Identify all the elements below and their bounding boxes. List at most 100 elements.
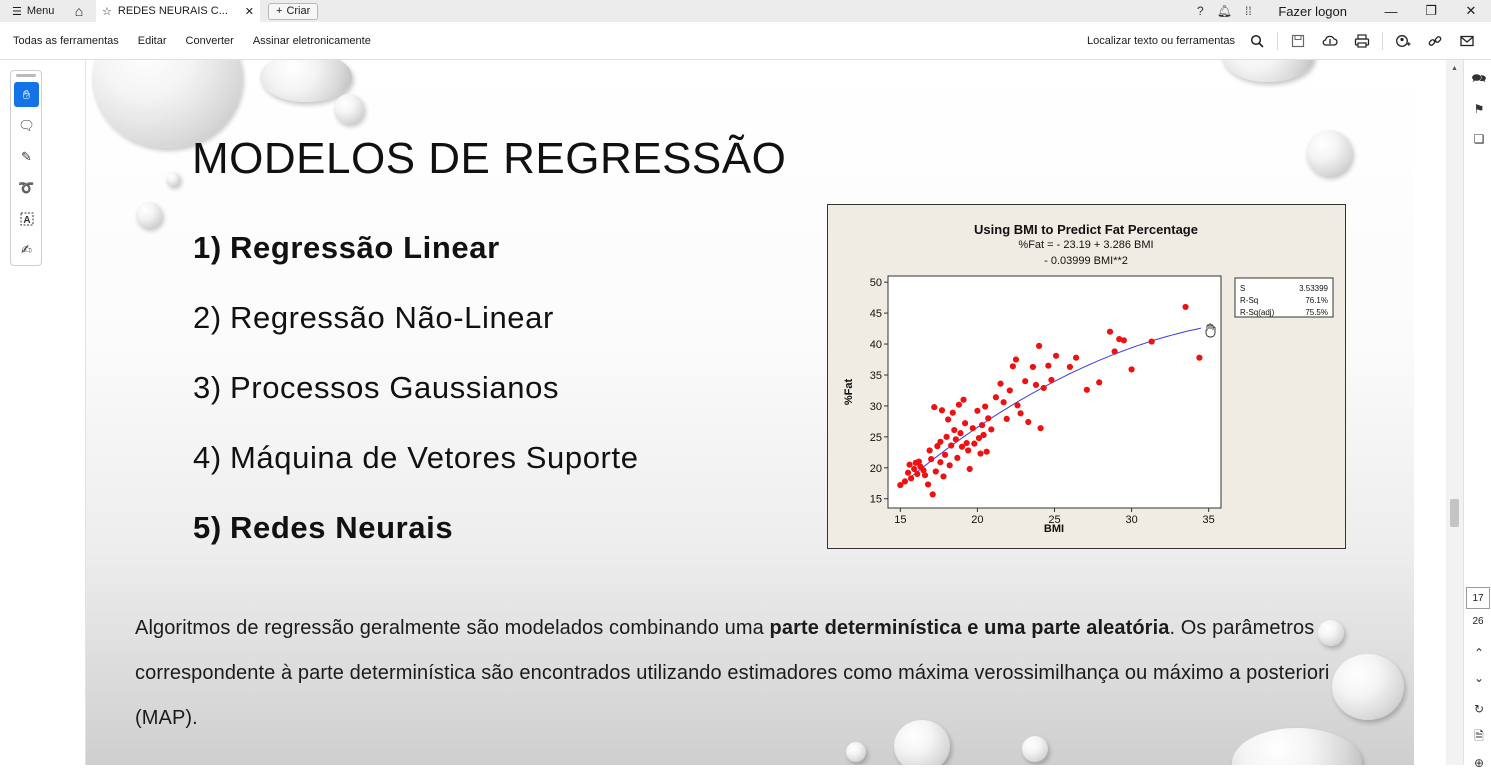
water-drop-decoration: [1318, 620, 1344, 646]
menu-all-tools[interactable]: Todas as ferramentas: [13, 34, 119, 47]
add-comment-icon[interactable]: 🗨︎: [18, 117, 35, 133]
scroll-up-icon[interactable]: ▲: [1451, 64, 1458, 72]
description-paragraph: Algoritmos de regressão geralmente são m…: [135, 606, 1375, 741]
data-point: [929, 491, 936, 498]
data-point: [1052, 352, 1060, 359]
data-point: [914, 470, 921, 478]
create-button[interactable]: + Criar: [268, 2, 319, 20]
menu-edit[interactable]: Editar: [137, 34, 167, 47]
list-number: 3): [193, 370, 222, 405]
data-point: [915, 458, 922, 465]
data-point: [911, 465, 918, 473]
water-drop-decoration: [1306, 130, 1352, 176]
data-point: [1196, 354, 1203, 361]
paragraph-text: Algoritmos de regressão geralmente são m…: [135, 617, 770, 639]
help-icon[interactable]: ?: [1197, 4, 1204, 18]
data-point: [921, 472, 929, 479]
menu-button[interactable]: ☰ Menu: [0, 5, 66, 18]
y-tick-label: 45: [870, 308, 882, 320]
lasso-draw-icon[interactable]: ➰: [18, 179, 35, 195]
data-point: [1000, 399, 1007, 406]
list-item: 4) Máquina de Vetores Suporte: [193, 440, 639, 510]
vertical-scrollbar[interactable]: ▲: [1446, 60, 1463, 765]
data-point: [926, 447, 933, 454]
upload-cloud-icon[interactable]: [1314, 22, 1346, 60]
drag-handle[interactable]: [16, 74, 36, 77]
add-user-icon[interactable]: [1387, 22, 1419, 60]
list-number: 2): [193, 300, 222, 335]
find-label[interactable]: Localizar texto ou ferramentas: [1087, 35, 1235, 47]
pages-icon[interactable]: ❏: [1473, 132, 1485, 146]
data-point: [1111, 348, 1118, 355]
document-tab[interactable]: ☆ REDES NEURAIS C... ✕: [96, 0, 260, 22]
data-point: [1048, 376, 1055, 384]
x-tick-label: 30: [1125, 514, 1137, 526]
data-point: [920, 467, 927, 474]
list-label: Regressão Linear: [230, 230, 500, 265]
water-drop-decoration: [1332, 654, 1404, 720]
mail-icon[interactable]: [1451, 22, 1483, 60]
chart-svg: Using BMI to Predict Fat Percentage %Fat…: [843, 222, 1334, 535]
sign-in-button[interactable]: Fazer logon: [1278, 3, 1347, 19]
zoom-icon[interactable]: ⊕: [1473, 756, 1485, 770]
minimize-icon[interactable]: —: [1384, 3, 1398, 19]
bell-icon[interactable]: 🔔︎: [1216, 4, 1232, 18]
menu-convert[interactable]: Converter: [185, 34, 234, 47]
water-drop-decoration: [136, 202, 162, 228]
search-icon[interactable]: [1241, 22, 1273, 60]
data-point: [955, 401, 963, 408]
bookmark-icon[interactable]: ⚑: [1473, 102, 1485, 116]
highlight-pen-icon[interactable]: ✎: [21, 148, 32, 164]
save-icon[interactable]: [1282, 22, 1314, 60]
data-point: [1003, 415, 1010, 423]
plot-area: [887, 275, 1222, 509]
data-point: [952, 436, 959, 443]
link-icon[interactable]: [1419, 22, 1451, 60]
comments-icon[interactable]: 🗪︎: [1471, 70, 1487, 85]
data-point: [908, 475, 915, 482]
list-item: 3) Processos Gaussianos: [193, 370, 639, 440]
signature-icon[interactable]: ✍︎: [21, 241, 32, 257]
plus-icon: +: [276, 5, 283, 17]
data-point: [988, 426, 995, 433]
print-icon[interactable]: [1346, 22, 1378, 60]
rotate-icon[interactable]: ↻: [1473, 702, 1485, 716]
data-point: [977, 450, 984, 457]
star-icon[interactable]: ☆: [102, 5, 112, 18]
close-tab-icon[interactable]: ✕: [244, 5, 254, 18]
y-tick-label: 35: [870, 370, 882, 382]
menu-esign[interactable]: Assinar eletronicamente: [252, 34, 371, 47]
document-icon[interactable]: 🗎︎: [1474, 728, 1484, 743]
x-tick-label: 35: [1203, 514, 1215, 526]
paragraph-bold-text: parte determinística e uma parte aleatór…: [769, 617, 1170, 639]
data-point: [965, 447, 972, 454]
data-point: [951, 426, 958, 434]
data-point: [1009, 363, 1016, 370]
scroll-thumb[interactable]: [1450, 499, 1459, 527]
restore-icon[interactable]: ❐: [1425, 3, 1437, 18]
list-item: 2) Regressão Não-Linear: [193, 300, 639, 370]
data-point: [1182, 303, 1189, 311]
list-number: 4): [193, 440, 222, 475]
list-label: Máquina de Vetores Suporte: [230, 440, 639, 475]
data-point: [901, 478, 909, 485]
close-window-icon[interactable]: ✕: [1465, 3, 1477, 18]
stats-box: [1234, 277, 1334, 318]
current-page-field[interactable]: 17: [1466, 587, 1490, 609]
apps-grid-icon[interactable]: ⁞⁞: [1245, 4, 1252, 18]
data-point: [906, 461, 913, 468]
list-item: 5) Redes Neurais: [193, 510, 639, 580]
list-number: 5): [193, 510, 222, 545]
list-number: 1): [193, 230, 222, 265]
chevron-up-icon[interactable]: ⌃: [1473, 646, 1485, 660]
data-point: [1022, 378, 1029, 385]
hand-tool-icon[interactable]: ✋︎: [14, 82, 39, 107]
chevron-down-icon[interactable]: ⌄: [1473, 671, 1485, 685]
data-point: [1040, 384, 1047, 392]
home-icon[interactable]: ⌂: [74, 3, 84, 19]
y-axis-label: %Fat: [843, 379, 855, 406]
text-select-icon[interactable]: A: [14, 206, 39, 231]
data-point: [974, 407, 981, 414]
chart-equation-line1: %Fat = - 23.19 + 3.286 BMI: [1018, 239, 1153, 251]
data-point: [1148, 338, 1155, 345]
